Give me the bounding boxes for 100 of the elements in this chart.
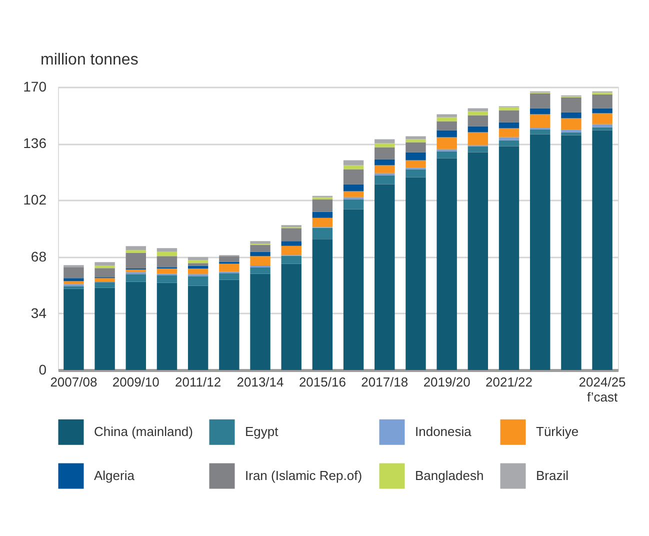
bar <box>64 267 84 278</box>
bar <box>561 135 582 370</box>
bar <box>343 160 364 166</box>
bar <box>498 140 520 146</box>
bar <box>219 280 240 370</box>
bar <box>343 184 364 192</box>
y-tick-label: 102 <box>23 192 47 208</box>
bar <box>250 241 270 244</box>
bar <box>530 108 550 114</box>
bar <box>188 286 208 370</box>
y-tick-label: 34 <box>30 304 47 321</box>
legend-label: Algeria <box>94 468 136 483</box>
bar <box>436 130 457 138</box>
bar <box>156 282 178 370</box>
bar <box>281 228 302 242</box>
x-tick-label: 2019/20 <box>423 374 470 390</box>
x-tick-label: 2024/25 f’cast <box>578 374 626 404</box>
bar <box>530 93 550 108</box>
bar <box>406 160 426 168</box>
bar <box>406 152 426 160</box>
bar <box>156 251 178 256</box>
bar <box>468 132 488 146</box>
bar <box>188 268 208 274</box>
x-tick-label: 2013/14 <box>236 374 284 390</box>
bar <box>188 263 208 266</box>
bar <box>94 262 115 266</box>
bar <box>374 184 395 370</box>
bar <box>156 248 178 252</box>
bar <box>94 288 115 370</box>
bar <box>64 286 84 289</box>
bar <box>281 256 302 264</box>
y-tick-label: 170 <box>23 78 47 94</box>
bar <box>374 139 395 144</box>
bar <box>188 257 208 260</box>
bar <box>126 250 146 253</box>
bar <box>250 267 270 274</box>
bar <box>561 112 582 118</box>
bar <box>436 137 457 150</box>
legend-label: Bangladesh <box>415 468 484 483</box>
bar <box>436 151 457 158</box>
x-tick-label: 2017/18 <box>361 374 408 390</box>
bar <box>312 212 333 218</box>
bar <box>126 246 146 250</box>
bar <box>250 252 270 256</box>
bar <box>498 122 520 128</box>
bar <box>374 143 395 148</box>
bar <box>468 146 488 152</box>
bar <box>406 177 426 370</box>
bar <box>219 273 240 280</box>
legend-label: Brazil <box>536 468 569 483</box>
bar <box>312 199 333 212</box>
bar <box>592 94 612 108</box>
bar <box>406 169 426 178</box>
bar <box>406 139 426 142</box>
bar <box>592 113 612 124</box>
bar <box>561 118 582 130</box>
bar <box>436 114 457 118</box>
bar <box>343 209 364 370</box>
bar <box>281 246 302 256</box>
bar <box>498 128 520 138</box>
bar <box>374 147 395 160</box>
bar <box>126 252 146 268</box>
bar <box>374 175 395 184</box>
bar <box>436 121 457 130</box>
bar <box>188 276 208 286</box>
bar <box>188 260 208 264</box>
bar <box>343 169 364 184</box>
bar <box>343 191 364 198</box>
bar <box>94 282 115 288</box>
x-tick-label: 2021/22 <box>486 374 533 390</box>
bar <box>374 165 395 174</box>
bar <box>592 108 612 114</box>
bar <box>281 264 302 370</box>
bar <box>126 269 146 272</box>
bar <box>561 130 582 132</box>
bar <box>498 110 520 122</box>
legend-label: Indonesia <box>415 424 472 440</box>
x-tick-label: 2009/10 <box>112 374 160 390</box>
bar <box>281 241 302 246</box>
bar <box>592 124 612 128</box>
bar <box>561 97 582 112</box>
bar <box>406 142 426 152</box>
bar <box>343 165 364 170</box>
bar <box>498 146 520 370</box>
y-tick-label: 136 <box>23 135 47 152</box>
bar <box>156 275 178 283</box>
x-tick-label: 2007/08 <box>50 374 98 390</box>
bar <box>126 274 146 282</box>
legend-label: Egypt <box>245 424 279 440</box>
legend-label: Türkiye <box>536 424 579 440</box>
bar <box>468 111 488 116</box>
bar <box>64 281 84 284</box>
bar <box>561 132 582 136</box>
legend-label: Iran (Islamic Rep.of) <box>245 468 362 483</box>
bar <box>219 256 240 262</box>
bar <box>498 137 520 140</box>
bar <box>94 278 115 282</box>
bar <box>436 158 457 370</box>
bar <box>188 266 208 268</box>
y-axis-title: million tonnes <box>40 52 138 68</box>
